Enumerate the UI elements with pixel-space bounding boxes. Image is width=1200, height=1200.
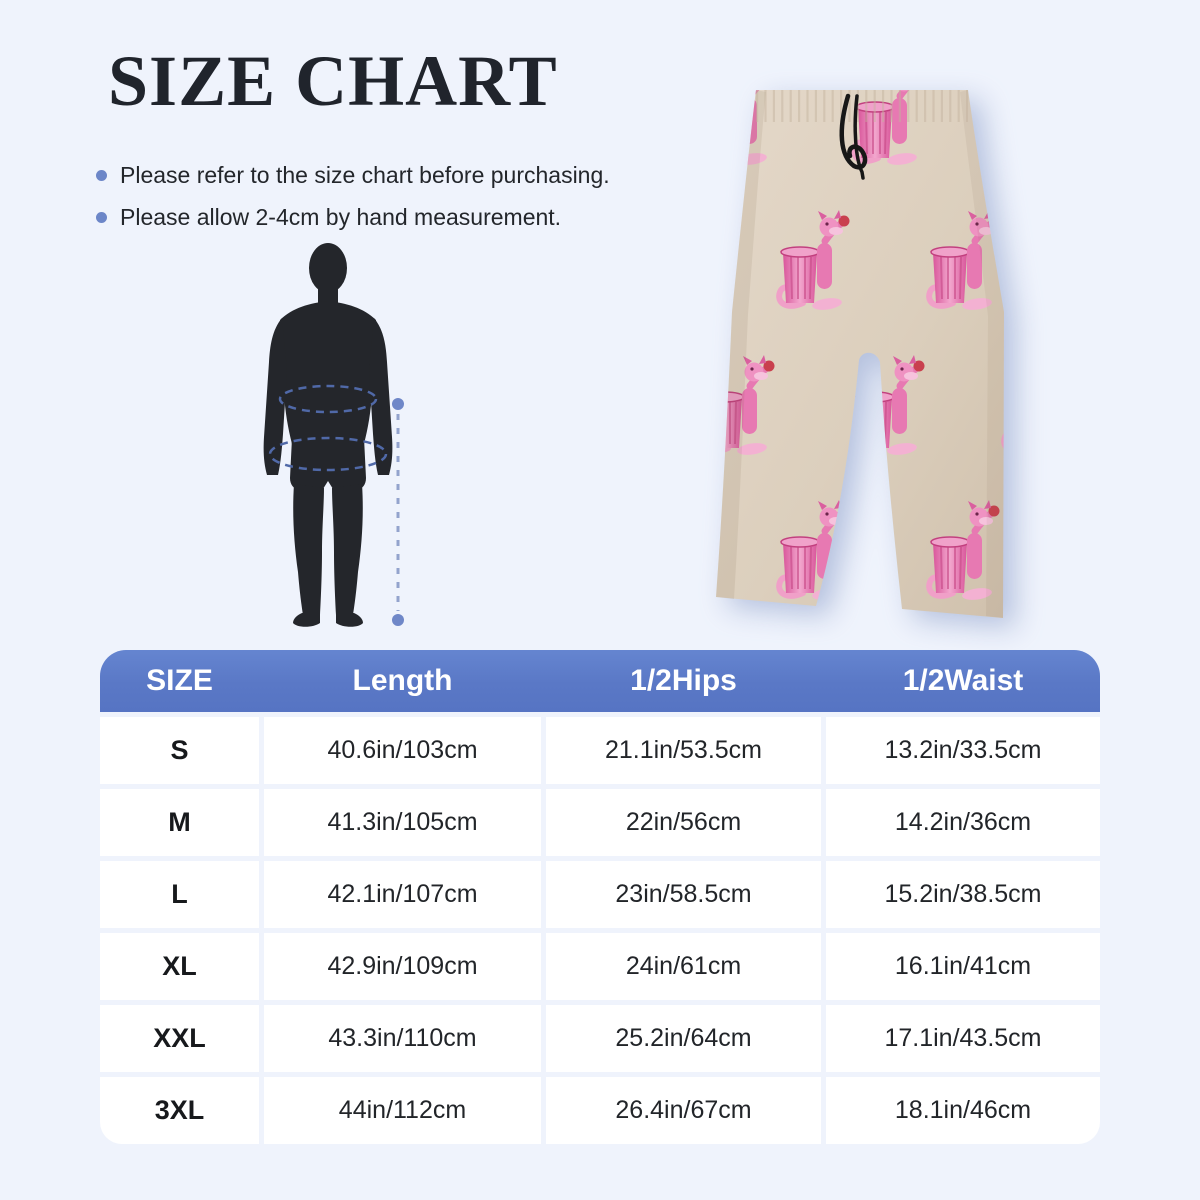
cell-waist: 15.2in/38.5cm xyxy=(826,861,1100,928)
cell-size: L xyxy=(100,861,259,928)
cell-hips: 21.1in/53.5cm xyxy=(546,717,821,784)
waist-measure-ellipse xyxy=(278,384,378,414)
cell-hips: 24in/61cm xyxy=(546,933,821,1000)
cell-hips: 22in/56cm xyxy=(546,789,821,856)
cell-waist: 14.2in/36cm xyxy=(826,789,1100,856)
cell-waist: 18.1in/46cm xyxy=(826,1077,1100,1144)
cell-hips: 25.2in/64cm xyxy=(546,1005,821,1072)
cell-size: M xyxy=(100,789,259,856)
cell-length: 42.1in/107cm xyxy=(264,861,541,928)
note-text-2: Please allow 2-4cm by hand measurement. xyxy=(120,204,562,230)
note-item-2: Please allow 2-4cm by hand measurement. xyxy=(96,204,610,231)
bullet-dot-icon xyxy=(96,170,107,181)
table-row-xl: XL 42.9in/109cm 24in/61cm 16.1in/41cm xyxy=(100,933,1100,1000)
cell-waist: 13.2in/33.5cm xyxy=(826,717,1100,784)
cell-hips: 23in/58.5cm xyxy=(546,861,821,928)
pants-shading-right xyxy=(960,90,1004,618)
cell-length: 40.6in/103cm xyxy=(264,717,541,784)
male-silhouette-figure xyxy=(263,243,393,627)
size-table: SIZE Length 1/2Hips 1/2Waist S 40.6in/10… xyxy=(100,650,1100,1144)
cell-length: 44in/112cm xyxy=(264,1077,541,1144)
table-row-s: S 40.6in/103cm 21.1in/53.5cm 13.2in/33.5… xyxy=(100,717,1100,784)
col-header-length: Length xyxy=(352,664,453,697)
note-item-1: Please refer to the size chart before pu… xyxy=(96,162,610,189)
cell-size: S xyxy=(100,717,259,784)
hip-measure-ellipse xyxy=(268,436,388,472)
pants-print-overlay xyxy=(716,90,1004,618)
table-row-l: L 42.1in/107cm 23in/58.5cm 15.2in/38.5cm xyxy=(100,861,1100,928)
measure-dot-bottom xyxy=(392,614,404,626)
pajama-pants-image xyxy=(716,90,1004,618)
notes-list: Please refer to the size chart before pu… xyxy=(96,162,610,246)
bullet-dot-icon xyxy=(96,212,107,223)
table-row-xxl: XXL 43.3in/110cm 25.2in/64cm 17.1in/43.5… xyxy=(100,1005,1100,1072)
cell-size: XL xyxy=(100,933,259,1000)
col-header-waist: 1/2Waist xyxy=(902,664,1024,697)
cell-length: 43.3in/110cm xyxy=(264,1005,541,1072)
body-silhouette xyxy=(263,243,393,627)
cell-size: XXL xyxy=(100,1005,259,1072)
col-header-size: SIZE xyxy=(146,664,213,697)
table-header-row: SIZE Length 1/2Hips 1/2Waist xyxy=(100,650,1100,712)
cell-length: 42.9in/109cm xyxy=(264,933,541,1000)
measure-dot-top xyxy=(392,398,404,410)
pants-shading-left xyxy=(716,90,766,599)
cell-waist: 17.1in/43.5cm xyxy=(826,1005,1100,1072)
cell-waist: 16.1in/41cm xyxy=(826,933,1100,1000)
table-row-3xl: 3XL 44in/112cm 26.4in/67cm 18.1in/46cm xyxy=(100,1077,1100,1144)
cell-hips: 26.4in/67cm xyxy=(546,1077,821,1144)
drawstring xyxy=(839,93,868,180)
page-title: SIZE CHART xyxy=(108,41,558,121)
cell-length: 41.3in/105cm xyxy=(264,789,541,856)
note-text-1: Please refer to the size chart before pu… xyxy=(120,162,610,188)
length-measure-line xyxy=(392,398,404,626)
cell-size: 3XL xyxy=(100,1077,259,1144)
col-header-hips: 1/2Hips xyxy=(630,664,737,697)
table-row-m: M 41.3in/105cm 22in/56cm 14.2in/36cm xyxy=(100,789,1100,856)
